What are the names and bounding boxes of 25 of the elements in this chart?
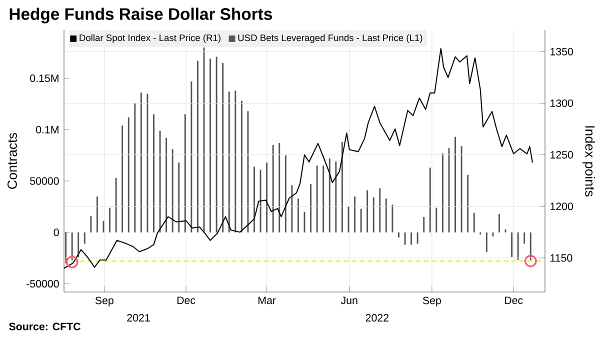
- line-series: [64, 48, 533, 269]
- y-tick-label: 0.15M: [30, 74, 58, 82]
- y-tick-label: 0.1M: [36, 126, 58, 134]
- y2-tick-label: 1200: [550, 202, 574, 210]
- y-tick-label: 50000: [30, 177, 59, 185]
- y2-axis-title: Index points: [582, 126, 596, 196]
- text: 2021: [127, 314, 150, 322]
- y-axis-title: Contracts: [8, 132, 17, 189]
- y-tick-label: 0: [54, 228, 59, 236]
- y2-tick-label: 1300: [550, 99, 574, 108]
- y2-tick-label: 1150: [550, 254, 572, 262]
- legend-label: USD Bets Leveraged Funds - Last Price (L1): [238, 34, 422, 43]
- x-tick-label: Sep: [95, 296, 114, 306]
- source-note: Source: CFTC: [9, 322, 81, 330]
- legend-label: Dollar Spot Index - Last Price (R1): [80, 34, 220, 43]
- x-tick-label: Mar: [258, 296, 276, 304]
- y-tick-label: -50000: [26, 280, 59, 288]
- y2-tick-label: 1350: [550, 48, 574, 56]
- x-tick-label: Sep: [422, 296, 441, 306]
- text: 2022: [366, 314, 389, 322]
- x-tick-label: Dec: [177, 296, 196, 304]
- y2-tick-label: 1250: [550, 151, 574, 159]
- chart-title: Hedge Funds Raise Dollar Shorts: [10, 8, 272, 24]
- x-tick-label: Dec: [504, 296, 523, 304]
- x-tick-label: Jun: [340, 296, 358, 304]
